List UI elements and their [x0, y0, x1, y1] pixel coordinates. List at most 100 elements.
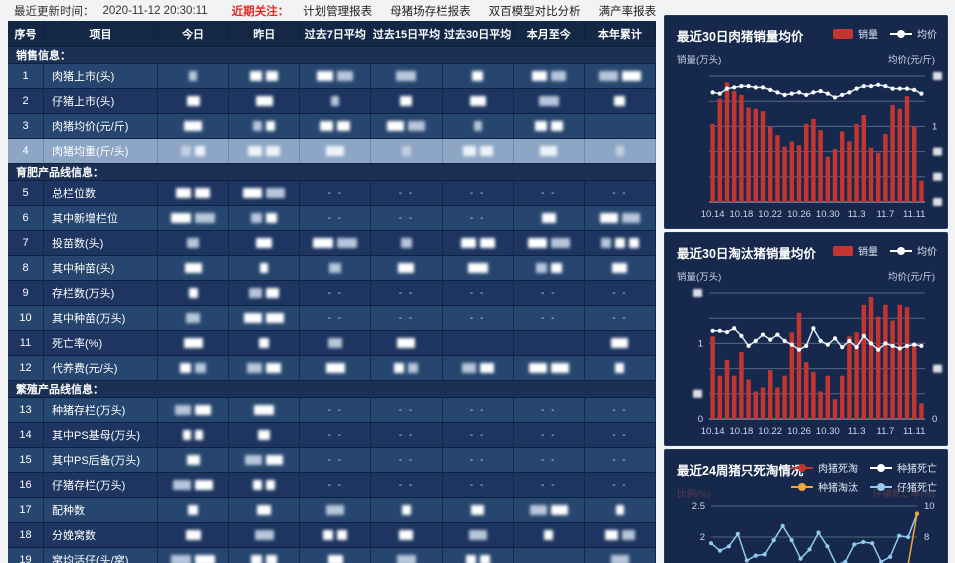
redacted-value: [612, 263, 628, 273]
redacted-value: [615, 363, 625, 373]
redacted-value: [253, 480, 263, 490]
data-cell: [371, 231, 443, 255]
top-menu-item-1[interactable]: 计划管理报表: [303, 5, 373, 18]
no-data-dash: - -: [398, 429, 415, 441]
data-cell: - -: [371, 398, 443, 422]
top-menu-item-4[interactable]: 满产率报表: [598, 5, 657, 18]
redacted-value: [531, 71, 547, 81]
data-cell: [229, 423, 301, 447]
data-cell: [158, 206, 230, 230]
redacted-value: [247, 363, 263, 373]
redacted-value: [253, 121, 263, 131]
legend-avg-price-marker: [890, 246, 912, 255]
table-row-5[interactable]: 5 总栏位数 - - - - - - - - - -: [8, 181, 656, 206]
redacted-value: [249, 288, 263, 298]
row-index: 4: [8, 139, 44, 163]
top-menu-item-2[interactable]: 母猪场存栏报表: [390, 5, 471, 18]
data-cell: [514, 256, 585, 280]
table-row-2[interactable]: 2 仔猪上市(头): [8, 89, 656, 114]
table-row-10[interactable]: 10 其中种苗(万头) - - - - - - - - - -: [8, 306, 656, 331]
data-cell: [514, 331, 585, 355]
data-cell: - -: [443, 398, 514, 422]
redacted-value: [538, 96, 559, 106]
redacted-value: [621, 213, 640, 223]
data-cell: [443, 331, 514, 355]
data-cell: [514, 498, 585, 522]
data-cell: [300, 331, 372, 355]
data-cell: - -: [514, 398, 585, 422]
row-index: 6: [8, 206, 44, 230]
redacted-value: [550, 363, 569, 373]
redacted-value: [175, 405, 192, 415]
redacted-value: [184, 121, 203, 131]
redacted-value: [544, 530, 554, 540]
table-row-8[interactable]: 8 其中种苗(头): [8, 256, 656, 281]
data-cell: [229, 473, 301, 497]
redacted-value: [396, 71, 417, 81]
redacted-value: [479, 238, 495, 248]
chart-legend: 销量 均价: [833, 26, 937, 41]
redacted-value: [397, 338, 416, 348]
redacted-value: [266, 121, 276, 131]
table-row-18[interactable]: 18 分娩窝数: [8, 523, 656, 548]
table-row-14[interactable]: 14 其中PS基母(万头) - - - - - - - - - -: [8, 423, 656, 448]
row-index: 1: [8, 64, 44, 88]
no-data-dash: - -: [469, 404, 486, 416]
redacted-value: [243, 188, 263, 198]
table-row-4[interactable]: 4 肉猪均重(斤/头): [8, 139, 656, 164]
svg-text:10.30: 10.30: [816, 426, 840, 437]
redacted-value: [614, 96, 626, 106]
row-label: 其中种苗(头): [44, 256, 158, 280]
redacted-value: [195, 430, 204, 440]
data-cell: - -: [371, 206, 443, 230]
table-row-11[interactable]: 11 死亡率(%): [8, 331, 656, 356]
data-cell: [229, 231, 301, 255]
data-cell: [158, 548, 230, 563]
svg-text:10.18: 10.18: [730, 426, 754, 437]
data-cell: [158, 473, 230, 497]
table-row-7[interactable]: 7 投苗数(头): [8, 231, 656, 256]
data-cell: [371, 523, 443, 547]
table-row-19[interactable]: 19 窝均活仔(头/窝): [8, 548, 656, 563]
no-data-dash: - -: [327, 404, 344, 416]
no-data-dash: - -: [541, 404, 557, 416]
table-row-1[interactable]: 1 肉猪上市(头): [8, 64, 656, 89]
header-cell-1: 项目: [44, 21, 158, 47]
redacted-value: [317, 71, 334, 81]
chart-panel-hog-sales: 最近30日肉猪销量均价 销量(万头) 均价(元/斤) 销量 均价 1 10.14 10.18 1…: [664, 15, 948, 229]
table-row-12[interactable]: 12 代养费(元/头): [8, 356, 656, 381]
data-cell: - -: [371, 281, 443, 305]
no-data-dash: - -: [327, 212, 344, 224]
right-axis-label: 均价(元/斤): [888, 272, 935, 283]
table-row-16[interactable]: 16 仔猪存栏(万头) - - - - - - - - - -: [8, 473, 656, 498]
row-index: 2: [8, 89, 44, 113]
table-row-17[interactable]: 17 配种数: [8, 498, 656, 523]
table-row-13[interactable]: 13 种猪存栏(万头) - - - - - - - - - -: [8, 398, 656, 423]
data-cell: - -: [371, 181, 443, 205]
redacted-value: [534, 121, 547, 131]
data-cell: [585, 256, 656, 280]
redacted-value: [337, 238, 358, 248]
header-cell-0: 序号: [8, 21, 44, 47]
header-cell-8: 本年累计: [584, 21, 656, 47]
data-cell: - -: [585, 281, 656, 305]
redacted-value: [329, 263, 342, 273]
legend-avg-price: 均价: [890, 243, 937, 258]
data-cell: [585, 356, 656, 380]
data-cell: [443, 523, 514, 547]
row-label: 窝均活仔(头/窝): [44, 548, 158, 563]
table-row-3[interactable]: 3 肉猪均价(元/斤): [8, 114, 656, 139]
redacted-value: [266, 213, 278, 223]
table-row-9[interactable]: 9 存栏数(万头) - - - - - - - - - -: [8, 281, 656, 306]
redacted-value: [173, 480, 192, 490]
table-row-6[interactable]: 6 其中新增栏位 - - - - - -: [8, 206, 656, 231]
data-cell: - -: [371, 473, 443, 497]
svg-text:1: 1: [698, 338, 703, 349]
data-cell: [158, 331, 230, 355]
data-cell: [371, 139, 443, 163]
header-cell-5: 过去15日平均: [371, 21, 443, 47]
top-menu-item-3[interactable]: 双百模型对比分析: [488, 5, 581, 18]
table-row-15[interactable]: 15 其中PS后备(万头) - - - - - - - - - -: [8, 448, 656, 473]
row-index: 15: [8, 448, 44, 472]
legend-sales-marker: [833, 245, 853, 256]
